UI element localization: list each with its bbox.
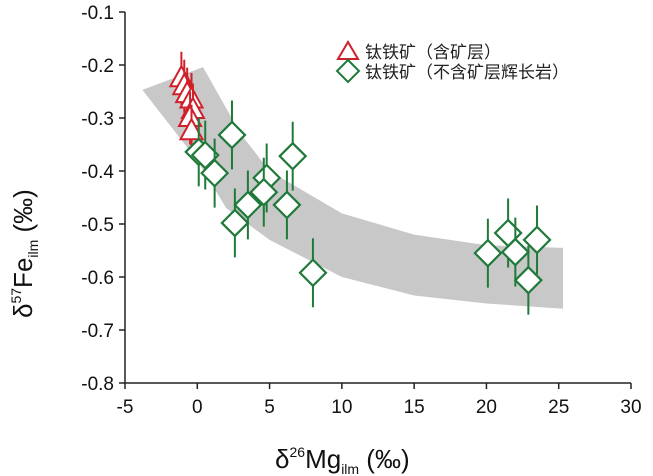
x-tick-label: 20 bbox=[476, 397, 497, 418]
diamond-point bbox=[473, 238, 503, 268]
y-tick-label: -0.3 bbox=[81, 109, 114, 130]
diamond-point bbox=[220, 208, 250, 238]
diamond-point bbox=[272, 190, 302, 220]
diamond-point bbox=[200, 158, 230, 188]
x-tick-label: 10 bbox=[331, 397, 352, 418]
x-tick-label: 0 bbox=[192, 397, 203, 418]
x-tick-label: 5 bbox=[264, 397, 275, 418]
y-tick-label: -0.4 bbox=[81, 162, 114, 183]
x-axis-label: δ26Mgilm (‰) bbox=[275, 444, 410, 476]
diamond-point bbox=[513, 265, 543, 295]
diamond-point bbox=[217, 120, 247, 150]
y-axis-label: δ57Feilm (‰) bbox=[8, 189, 41, 318]
y-tick-label: -0.7 bbox=[81, 321, 114, 342]
diamond-point bbox=[233, 190, 263, 220]
legend-diamond-marker bbox=[335, 58, 361, 84]
trend-band bbox=[142, 67, 564, 309]
x-tick-label: 15 bbox=[404, 397, 425, 418]
diamond-point bbox=[278, 141, 308, 171]
legend-label-ore: 钛铁矿（含矿层） bbox=[365, 43, 501, 62]
x-tick-label: 30 bbox=[620, 397, 641, 418]
x-tick-label: 25 bbox=[548, 397, 569, 418]
x-tick-label: -5 bbox=[117, 397, 134, 418]
y-tick-label: -0.1 bbox=[81, 3, 114, 24]
y-tick-label: -0.8 bbox=[81, 374, 114, 395]
legend-label-gabbro: 钛铁矿（不含矿层辉长岩） bbox=[365, 63, 569, 82]
y-tick-label: -0.6 bbox=[81, 268, 114, 289]
triangle-point bbox=[178, 117, 205, 141]
legend-triangle-marker bbox=[336, 40, 360, 60]
y-tick-label: -0.5 bbox=[81, 215, 114, 236]
diamond-point bbox=[500, 237, 530, 267]
y-tick-label: -0.2 bbox=[81, 56, 114, 77]
legend: 钛铁矿（含矿层） 钛铁矿（不含矿层辉长岩） bbox=[335, 40, 569, 84]
diamond-point bbox=[522, 225, 552, 255]
diamond-point bbox=[249, 177, 279, 207]
diamond-point bbox=[298, 258, 328, 288]
